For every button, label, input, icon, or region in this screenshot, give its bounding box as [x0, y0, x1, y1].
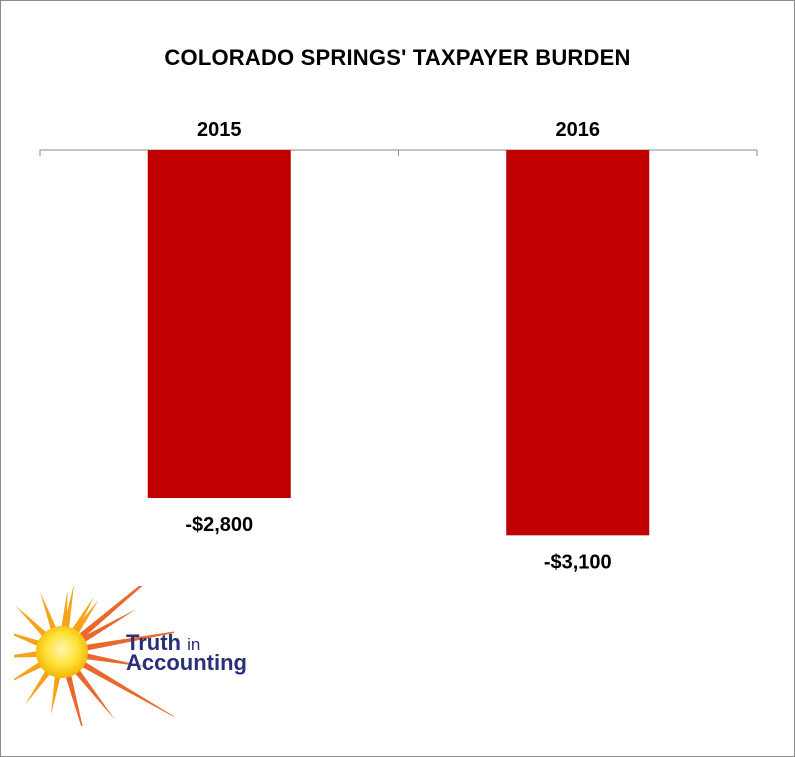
sun-ray — [65, 674, 83, 726]
sun-ray — [81, 609, 137, 643]
value-label-2016: -$3,100 — [544, 551, 612, 573]
chart-title: COLORADO SPRINGS' TAXPAYER BURDEN — [164, 45, 631, 70]
sun-ray — [14, 633, 41, 647]
sun-ray — [25, 669, 51, 705]
sun-ray — [78, 586, 143, 639]
category-label-2016: 2016 — [556, 119, 601, 141]
sun-ray — [14, 661, 43, 681]
sun-ray — [71, 596, 94, 633]
sun-ray — [15, 605, 48, 638]
truth-in-accounting-logo: Truth in Accounting — [14, 586, 264, 726]
sun-ray — [61, 590, 68, 629]
sun-ray — [74, 668, 115, 720]
sun-ray — [81, 661, 174, 718]
logo-text-line1: Truth in — [126, 630, 201, 655]
value-label-2015: -$2,800 — [185, 514, 253, 536]
sun-ray — [84, 631, 174, 651]
sun-icon — [14, 586, 174, 726]
logo-text-line2: Accounting — [126, 650, 247, 675]
category-label-2015: 2015 — [197, 119, 242, 141]
sun-ray — [50, 674, 61, 716]
sun-ray — [14, 651, 39, 658]
bar-2015 — [147, 150, 291, 499]
bar-2016 — [506, 150, 650, 536]
sun-ray — [40, 591, 57, 631]
sun-ray — [84, 653, 149, 668]
